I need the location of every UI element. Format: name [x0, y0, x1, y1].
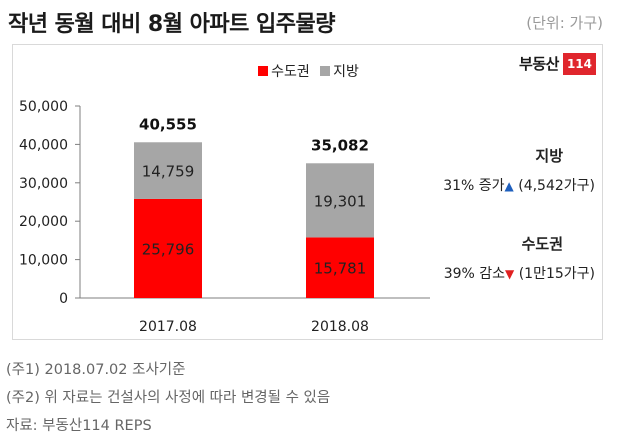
chart-title: 작년 동월 대비 8월 아파트 입주물량	[8, 12, 335, 37]
capital-annotation: 수도권 39% 감소▼ (1만15가구)	[444, 233, 595, 283]
y-tick-label: 30,000	[19, 176, 68, 192]
footnote-2: (주2) 위 자료는 건설사의 사정에 따라 변경될 수 있음	[6, 390, 331, 406]
logo-number: 114	[562, 53, 596, 75]
bar-capital-0	[134, 198, 202, 298]
logo-text: 부동산	[519, 55, 559, 73]
bar-value-label: 14,759	[142, 163, 195, 181]
up-triangle-icon: ▲	[504, 179, 514, 193]
capital-annotation-line: 39% 감소▼ (1만15가구)	[444, 263, 595, 283]
y-tick-label: 50,000	[19, 99, 68, 115]
regional-change-text: 31% 증가	[443, 178, 505, 194]
down-triangle-icon: ▼	[505, 267, 515, 281]
legend-label-regional: 지방	[333, 64, 359, 80]
x-tick-label: 2018.08	[311, 319, 369, 335]
unit-label: (단위: 가구)	[526, 14, 603, 32]
bar-capital-1	[306, 237, 374, 298]
bar-regional-0	[134, 142, 202, 199]
regional-annotation: 지방 31% 증가▲ (4,542가구)	[443, 145, 595, 195]
regional-change-detail: (4,542가구)	[518, 178, 595, 194]
regional-annotation-line: 31% 증가▲ (4,542가구)	[443, 175, 595, 195]
capital-annotation-title: 수도권	[521, 235, 563, 253]
footnote-source: 자료: 부동산114 REPS	[6, 418, 152, 434]
bar-value-label: 15,781	[314, 260, 367, 278]
legend-swatch-regional	[320, 66, 331, 76]
regional-annotation-title: 지방	[535, 147, 563, 165]
chart-legend: 수도권 지방	[0, 61, 617, 81]
bar-value-label: 19,301	[314, 192, 367, 210]
capital-change-text: 39% 감소	[443, 266, 506, 282]
y-tick-label: 20,000	[19, 214, 68, 230]
bar-value-label: 25,796	[142, 240, 195, 258]
legend-item-regional: 지방	[320, 61, 359, 81]
legend-label-capital: 수도권	[271, 64, 310, 80]
legend-swatch-capital	[258, 66, 269, 76]
y-tick-label: 40,000	[19, 137, 68, 153]
bar-total-label: 35,082	[311, 136, 369, 154]
bar-regional-1	[306, 163, 374, 238]
brand-logo: 부동산 114	[519, 53, 596, 75]
y-tick-label: 10,000	[19, 253, 68, 269]
footnote-1: (주1) 2018.07.02 조사기준	[6, 362, 186, 378]
bar-total-label: 40,555	[139, 115, 197, 133]
capital-change-detail: (1만15가구)	[518, 266, 595, 282]
x-tick-label: 2017.08	[139, 319, 197, 335]
y-tick-label: 0	[59, 291, 68, 307]
legend-item-capital: 수도권	[258, 61, 310, 81]
